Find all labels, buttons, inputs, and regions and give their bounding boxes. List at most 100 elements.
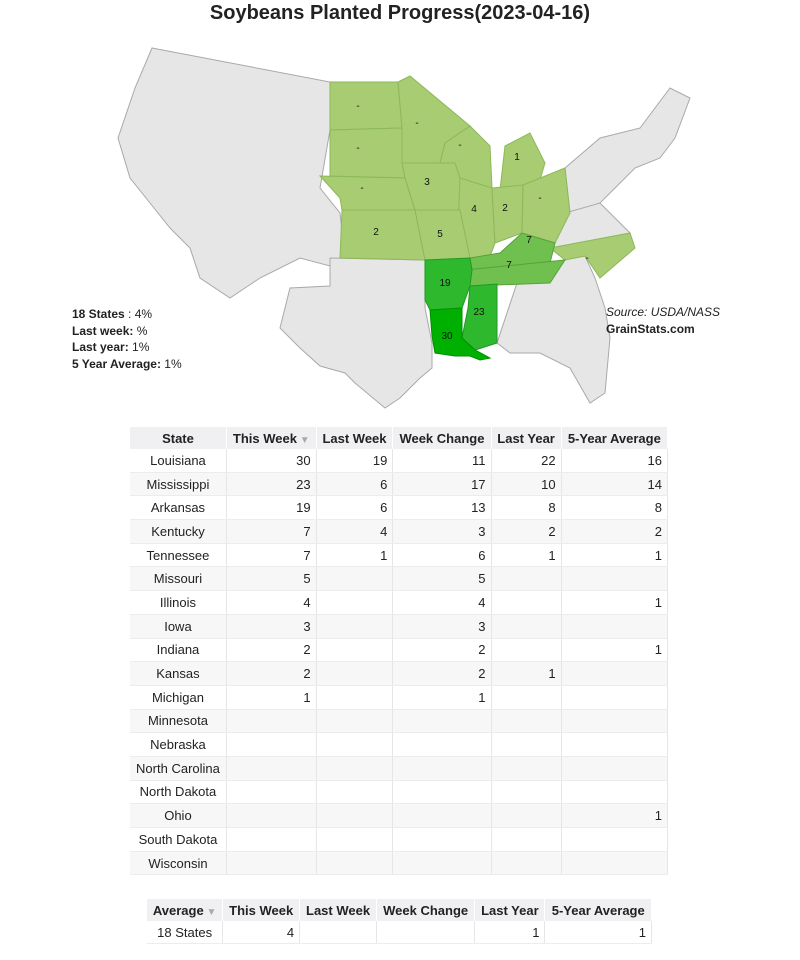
cell-value: 1	[226, 685, 317, 710]
cell-value: 11	[392, 449, 492, 473]
table-row: Mississippi 23 6 17 10 14	[130, 472, 669, 497]
sort-desc-icon[interactable]: ▼	[296, 434, 310, 446]
cell-value: 10	[491, 472, 562, 497]
sort-desc-icon[interactable]: ▼	[203, 906, 217, 918]
column-header-week-change[interactable]: Week Change	[392, 427, 492, 449]
table-row: North Carolina	[130, 756, 669, 781]
table-row: Louisiana 30 19 11 22 16	[130, 449, 669, 473]
cell-value	[316, 614, 394, 639]
column-header-this-week[interactable]: This Week	[222, 899, 301, 921]
cell-value: 1	[561, 803, 669, 828]
cell-value: 1	[561, 543, 669, 568]
average-table: Average ▼ This Week Last Week Week Change La…	[147, 899, 652, 944]
cell-value	[491, 851, 562, 876]
column-header-last-year[interactable]: Last Year	[491, 427, 562, 449]
row-label: Kentucky	[130, 519, 227, 544]
cell-value	[376, 921, 476, 944]
cell-value	[392, 732, 492, 757]
row-label: Nebraska	[130, 732, 227, 757]
label-ms: 23	[473, 307, 485, 318]
cell-value: 7	[226, 543, 317, 568]
table-row: Minnesota	[130, 709, 669, 734]
page-title: Soybeans Planted Progress(2023-04-16)	[209, 2, 591, 24]
legend-five-year: 5 Year Average: 1%	[72, 356, 182, 371]
cell-value: 2	[392, 638, 492, 663]
column-header-average[interactable]: Average ▼	[147, 899, 224, 921]
map-labels: - - - - 1 - 3 4 2 - 2 5 7 7 - 19 23 30	[356, 101, 588, 342]
cell-value	[561, 566, 669, 592]
row-label: North Dakota	[130, 780, 227, 805]
cell-value: 3	[392, 614, 492, 639]
cell-value: 1	[474, 921, 546, 944]
row-label: Minnesota	[130, 709, 227, 734]
row-label: Arkansas	[130, 495, 227, 521]
map-legend: 18 States : 4% Last week: % Last year: 1…	[72, 306, 182, 372]
row-label: Tennessee	[130, 543, 227, 568]
cell-value	[226, 827, 317, 852]
column-header-5-year-average[interactable]: 5-Year Average	[561, 427, 669, 449]
cell-value: 16	[561, 449, 669, 473]
column-header-last-week[interactable]: Last Week	[299, 899, 377, 921]
row-label: Louisiana	[130, 449, 227, 473]
row-label: Illinois	[130, 590, 227, 615]
map-base-states	[117, 47, 691, 409]
table-row: Tennessee 7 1 6 1 1	[130, 543, 669, 568]
cell-value	[299, 921, 377, 944]
label-mo: 5	[437, 229, 443, 240]
map-source: Source: USDA/NASS GrainStats.com	[606, 304, 720, 338]
row-label: Ohio	[130, 803, 227, 828]
cell-value	[491, 638, 562, 663]
row-label: North Carolina	[130, 756, 227, 781]
cell-value	[316, 566, 394, 592]
cell-value	[316, 756, 394, 781]
state-oh	[521, 167, 571, 244]
cell-value	[226, 709, 317, 734]
cell-value	[392, 803, 492, 828]
table-row: North Dakota	[130, 780, 669, 805]
cell-value	[226, 756, 317, 781]
state-sd	[329, 127, 406, 179]
us-map-svg: - - - - 1 - 3 4 2 - 2 5 7 7 - 19 23 30	[117, 47, 691, 409]
label-nd: -	[356, 101, 359, 112]
cell-value: 19	[316, 449, 394, 473]
column-header-last-week[interactable]: Last Week	[316, 427, 394, 449]
column-header-week-change[interactable]: Week Change	[376, 899, 476, 921]
cell-value: 14	[561, 472, 669, 497]
cell-value	[316, 827, 394, 852]
cell-value: 1	[491, 543, 562, 568]
cell-value: 4	[392, 590, 492, 615]
row-label: Missouri	[130, 566, 227, 592]
legend-last-year: Last year: 1%	[72, 340, 150, 354]
cell-value: 1	[561, 638, 669, 663]
cell-value	[561, 661, 669, 686]
column-header-5-year-average[interactable]: 5-Year Average	[544, 899, 652, 921]
cell-value: 3	[226, 614, 317, 639]
cell-value: 2	[392, 661, 492, 686]
source-text: Source: USDA/NASS	[606, 305, 721, 319]
table-row: Wisconsin	[130, 851, 669, 876]
cell-value	[491, 756, 562, 781]
row-label: Iowa	[130, 614, 227, 639]
cell-value	[561, 827, 669, 852]
state-northeast	[564, 87, 691, 214]
column-header-last-year[interactable]: Last Year	[474, 899, 546, 921]
label-ks: 2	[373, 227, 379, 238]
cell-value	[392, 827, 492, 852]
cell-value: 8	[491, 495, 562, 521]
column-header-this-week[interactable]: This Week ▼	[226, 427, 317, 449]
label-in: 2	[502, 203, 508, 214]
state-ks	[339, 209, 426, 261]
legend-states: 18 States : 4%	[72, 307, 153, 321]
row-label: Mississippi	[130, 472, 227, 497]
cell-value: 4	[222, 921, 301, 944]
table-row: Kansas 2 2 1	[130, 661, 669, 686]
state-southeast	[496, 255, 611, 404]
cell-value	[561, 614, 669, 639]
cell-value	[561, 780, 669, 805]
cell-value: 5	[392, 566, 492, 592]
column-header-state[interactable]: State	[130, 427, 227, 449]
cell-value	[561, 709, 669, 734]
label-il: 4	[471, 204, 477, 215]
cell-value: 1	[544, 921, 652, 944]
state-south-central	[279, 257, 433, 409]
